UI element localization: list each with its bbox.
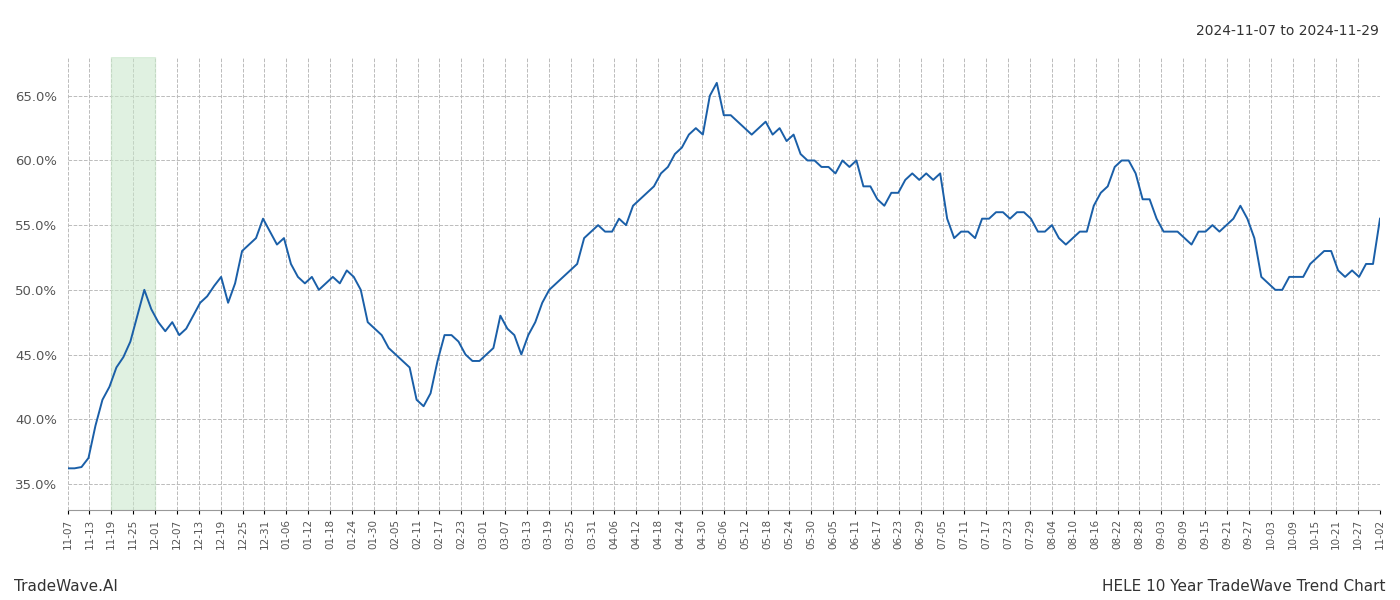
Text: TradeWave.AI: TradeWave.AI [14, 579, 118, 594]
Text: HELE 10 Year TradeWave Trend Chart: HELE 10 Year TradeWave Trend Chart [1103, 579, 1386, 594]
Bar [111, 57, 155, 510]
Text: 2024-11-07 to 2024-11-29: 2024-11-07 to 2024-11-29 [1196, 24, 1379, 38]
